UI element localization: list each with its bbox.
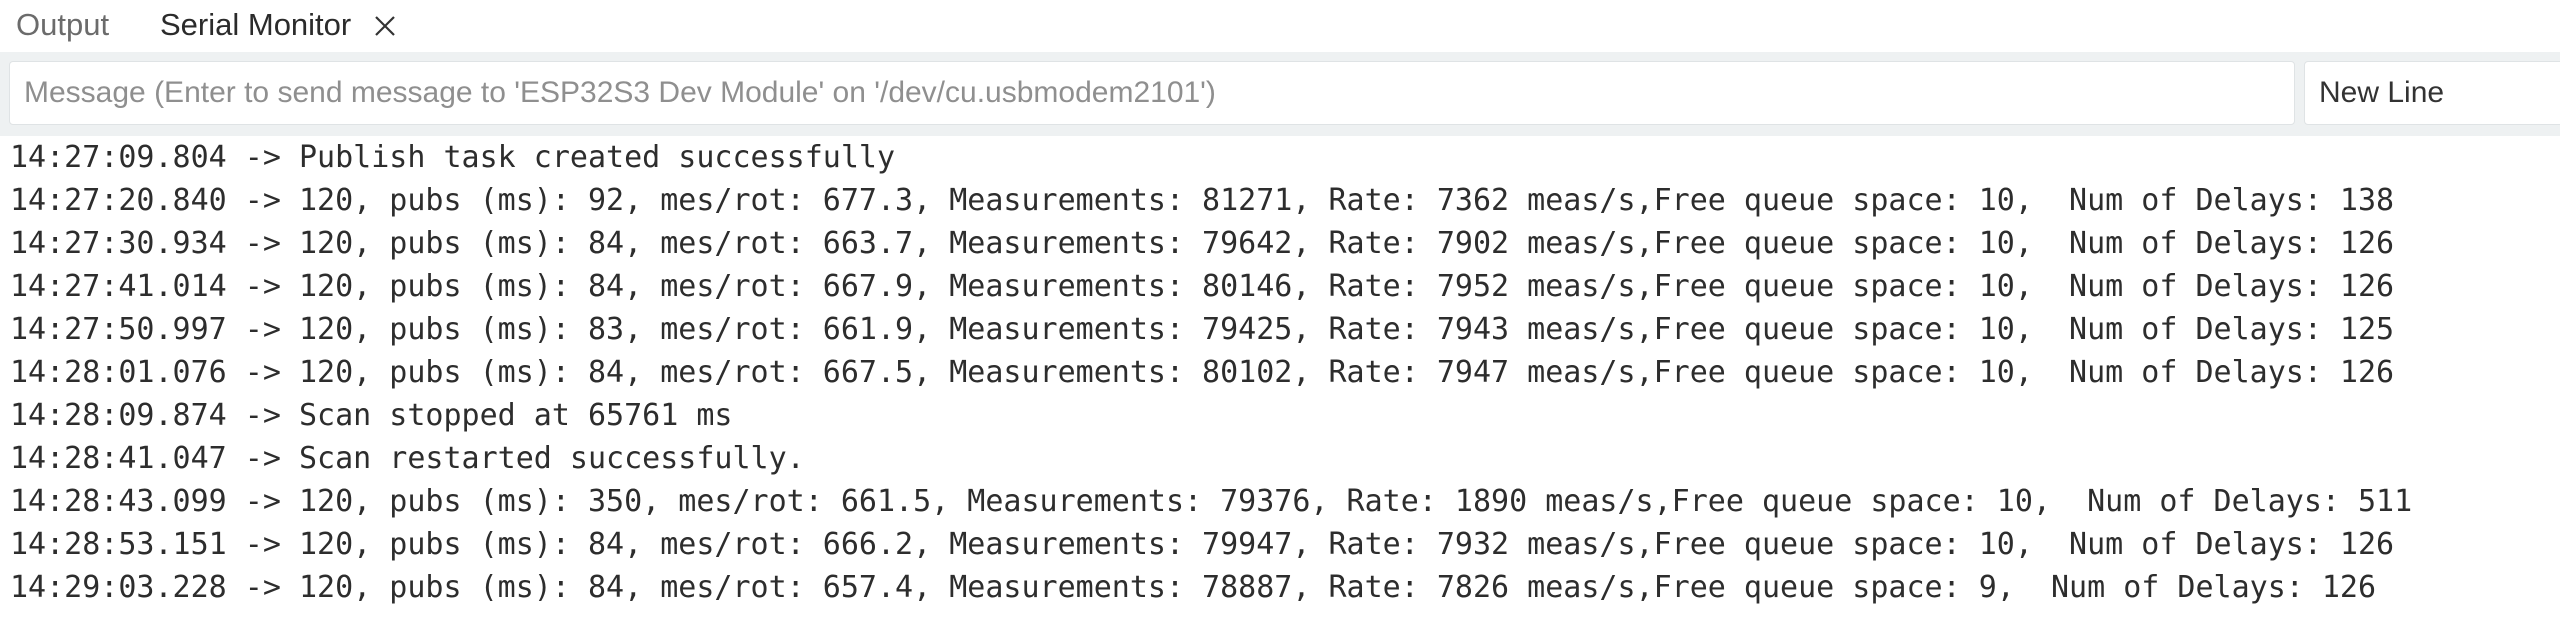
log-line: 14:27:20.840 -> 120, pubs (ms): 92, mes/… xyxy=(10,183,2395,218)
log-line: 14:28:41.047 -> Scan restarted successfu… xyxy=(10,441,805,476)
tab-serial-monitor-label: Serial Monitor xyxy=(160,7,352,42)
tab-output-label: Output xyxy=(16,7,110,42)
close-icon[interactable] xyxy=(365,5,405,45)
log-line: 14:28:53.151 -> 120, pubs (ms): 84, mes/… xyxy=(10,527,2395,562)
message-input[interactable] xyxy=(9,61,2295,125)
log-line: 14:28:09.874 -> Scan stopped at 65761 ms xyxy=(10,398,733,433)
log-line: 14:27:09.804 -> Publish task created suc… xyxy=(10,140,896,175)
log-line: 14:28:01.076 -> 120, pubs (ms): 84, mes/… xyxy=(10,355,2395,390)
line-ending-value: New Line xyxy=(2319,76,2445,109)
serial-output[interactable]: 14:27:09.804 -> Publish task created suc… xyxy=(0,136,2560,644)
tab-serial-monitor[interactable]: Serial Monitor xyxy=(160,0,405,50)
tab-output[interactable]: Output xyxy=(16,0,109,50)
log-line: 14:27:50.997 -> 120, pubs (ms): 83, mes/… xyxy=(10,312,2395,347)
log-line: 14:27:30.934 -> 120, pubs (ms): 84, mes/… xyxy=(10,226,2395,261)
log-line: 14:29:03.228 -> 120, pubs (ms): 84, mes/… xyxy=(10,570,2377,605)
serial-monitor-toolbar: New Line xyxy=(0,52,2560,136)
line-ending-select[interactable]: New Line xyxy=(2304,61,2560,125)
panel-tab-bar: Output Serial Monitor xyxy=(0,0,2560,50)
log-line: 14:27:41.014 -> 120, pubs (ms): 84, mes/… xyxy=(10,269,2395,304)
log-line: 14:28:43.099 -> 120, pubs (ms): 350, mes… xyxy=(10,484,2413,519)
